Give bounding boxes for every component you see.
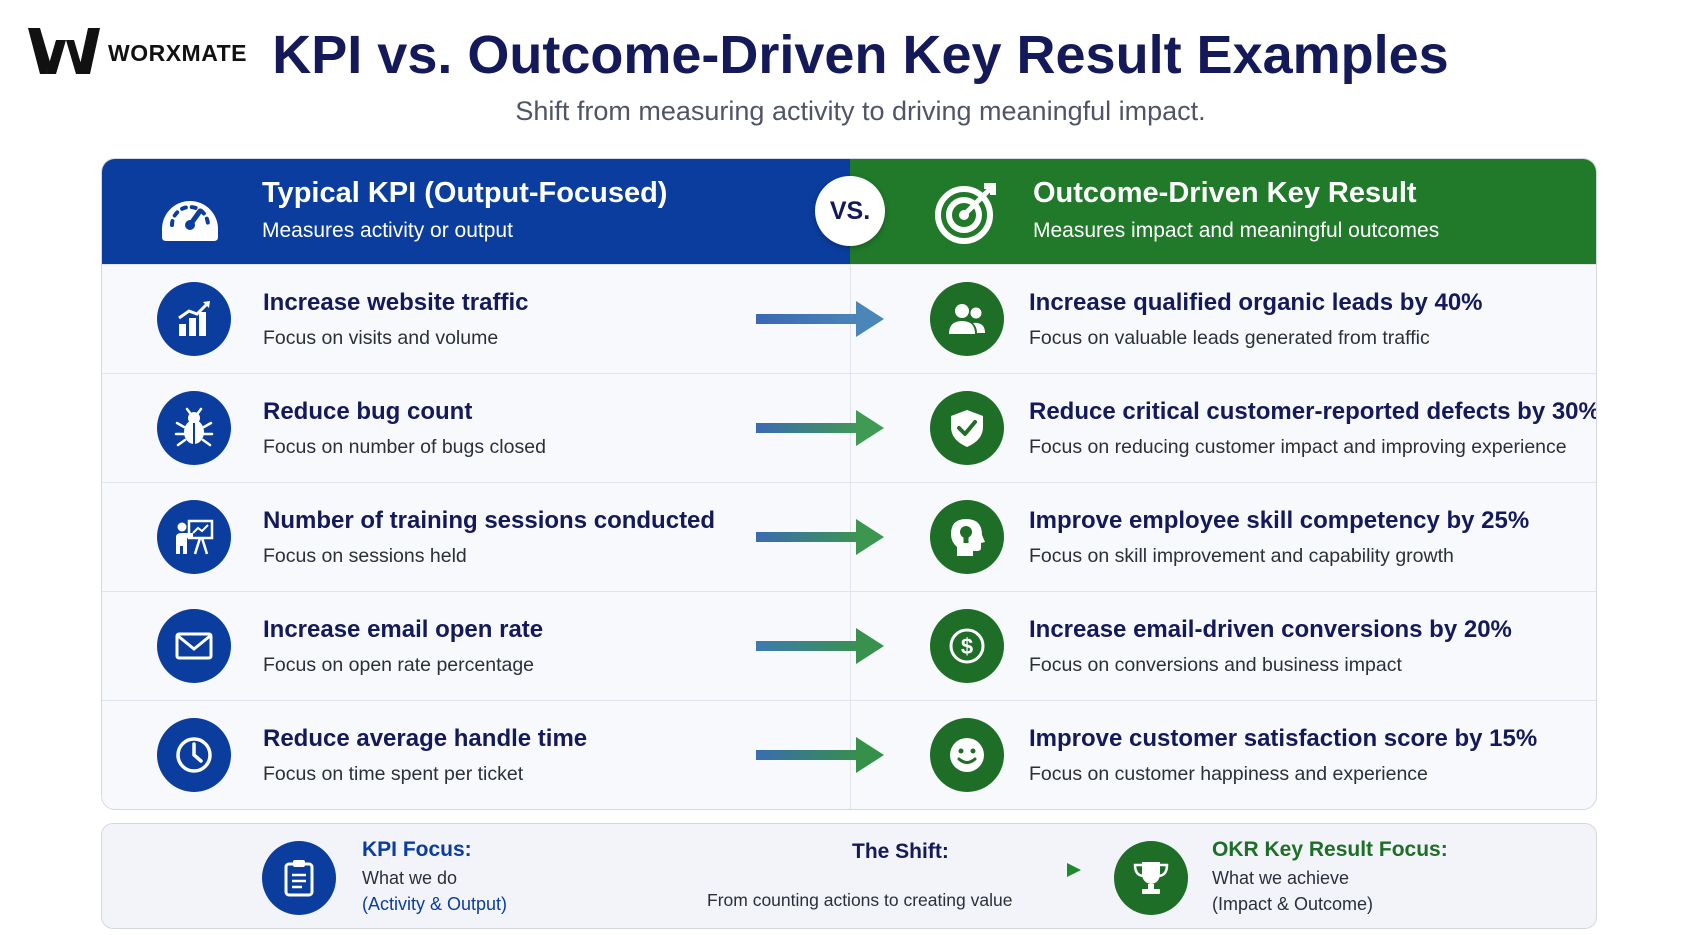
comparison-table: Typical KPI (Output-Focused) Measures ac… xyxy=(101,158,1597,810)
svg-text:$: $ xyxy=(961,634,973,659)
arrow-right-icon xyxy=(756,628,884,664)
kpi-description: Focus on visits and volume xyxy=(263,327,499,349)
okr-focus-line2: (Impact & Outcome) xyxy=(1212,894,1374,914)
target-icon xyxy=(935,183,996,244)
bar-chart-icon xyxy=(178,301,210,336)
table-row: Reduce average handle time Focus on time… xyxy=(102,700,1596,809)
kr-title: Increase qualified organic leads by 40% xyxy=(1029,289,1483,316)
okr-focus-badge xyxy=(1114,841,1188,915)
kpi-column-header: Typical KPI (Output-Focused) Measures ac… xyxy=(102,159,850,264)
kpi-title: Increase website traffic xyxy=(263,289,529,316)
kr-title: Improve customer satisfaction score by 1… xyxy=(1029,725,1538,752)
kr-description: Focus on valuable leads generated from t… xyxy=(1029,327,1430,349)
kr-description: Focus on skill improvement and capabilit… xyxy=(1029,545,1454,567)
kpi-title: Reduce average handle time xyxy=(263,725,588,752)
shield-check-icon xyxy=(951,410,983,447)
clock-icon xyxy=(176,737,212,773)
trophy-icon xyxy=(1133,862,1169,894)
kr-description: Focus on customer happiness and experien… xyxy=(1029,763,1428,785)
table-row: Number of training sessions conducted Fo… xyxy=(102,482,1596,591)
envelope-icon xyxy=(175,632,213,660)
kpi-focus-line2: (Activity & Output) xyxy=(362,894,508,914)
kpi-icon-badge xyxy=(157,500,231,574)
shift-description: From counting actions to creating value xyxy=(707,890,1013,910)
kpi-header-title: Typical KPI (Output-Focused) xyxy=(262,177,668,209)
head-lightbulb-icon xyxy=(951,519,985,556)
smiley-icon xyxy=(950,738,984,772)
kpi-icon-badge xyxy=(157,718,231,792)
kr-icon-badge xyxy=(930,500,1004,574)
kr-icon-badge: $ xyxy=(930,609,1004,683)
kpi-icon-badge xyxy=(157,609,231,683)
okr-focus-line1: What we achieve xyxy=(1212,868,1350,888)
kpi-icon-badge xyxy=(157,391,231,465)
kr-title: Improve employee skill competency by 25% xyxy=(1029,507,1530,534)
kr-description: Focus on reducing customer impact and im… xyxy=(1029,436,1567,458)
table-row: Increase email open rate Focus on open r… xyxy=(102,591,1596,700)
kpi-header-subtitle: Measures activity or output xyxy=(262,219,513,242)
vs-badge: VS. xyxy=(815,176,885,246)
kr-header-subtitle: Measures impact and meaningful outcomes xyxy=(1033,219,1440,242)
kr-icon-badge xyxy=(930,391,1004,465)
brand-name: WORXMATE xyxy=(108,39,248,66)
kpi-title: Reduce bug count xyxy=(263,398,473,425)
kpi-description: Focus on open rate percentage xyxy=(263,654,535,676)
page-subtitle: Shift from measuring activity to driving… xyxy=(515,96,1206,126)
arrow-right-icon xyxy=(756,737,884,773)
shift-label: The Shift: xyxy=(852,840,949,863)
worxmate-logo-mark xyxy=(28,28,100,74)
kpi-title: Number of training sessions conducted xyxy=(263,507,716,534)
kr-column-header: Outcome-Driven Key Result Measures impac… xyxy=(850,159,1596,264)
kr-icon-badge xyxy=(930,282,1004,356)
bug-icon xyxy=(174,407,214,447)
dollar-icon: $ xyxy=(949,628,985,664)
arrow-right-icon xyxy=(756,519,884,555)
speedometer-icon xyxy=(162,201,218,241)
table-row: Increase website traffic Focus on visits… xyxy=(102,264,1596,373)
brand-logo: WORXMATE xyxy=(28,28,247,78)
presentation-icon xyxy=(176,519,214,555)
kpi-description: Focus on number of bugs closed xyxy=(263,436,546,458)
dashed-arrow-icon xyxy=(607,863,1081,877)
kr-title: Increase email-driven conversions by 20% xyxy=(1029,616,1512,643)
kpi-focus-label: KPI Focus: xyxy=(362,838,472,861)
users-icon xyxy=(949,304,985,334)
kpi-description: Focus on time spent per ticket xyxy=(263,763,524,785)
kr-title: Reduce critical customer-reported defect… xyxy=(1029,398,1597,425)
kpi-focus-badge xyxy=(262,841,336,915)
kr-description: Focus on conversions and business impact xyxy=(1029,654,1402,676)
kpi-icon-badge xyxy=(157,282,231,356)
kr-header-title: Outcome-Driven Key Result xyxy=(1033,177,1417,209)
okr-focus-label: OKR Key Result Focus: xyxy=(1212,838,1448,861)
summary-footer: KPI Focus: What we do (Activity & Output… xyxy=(101,823,1597,929)
table-row: Reduce bug count Focus on number of bugs… xyxy=(102,373,1597,482)
kpi-description: Focus on sessions held xyxy=(263,545,467,567)
page-title: KPI vs. Outcome-Driven Key Result Exampl… xyxy=(272,25,1449,85)
arrow-right-icon xyxy=(756,301,884,337)
kr-icon-badge xyxy=(930,718,1004,792)
clipboard-icon xyxy=(284,860,314,897)
kpi-focus-line1: What we do xyxy=(362,868,458,888)
kpi-title: Increase email open rate xyxy=(263,616,544,643)
arrow-right-icon xyxy=(756,410,884,446)
